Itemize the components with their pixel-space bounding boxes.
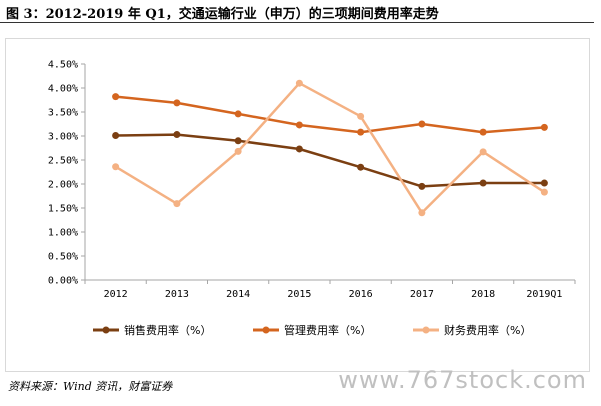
data-point: [540, 123, 548, 131]
legend-label-admin: 管理费用率（%）: [284, 324, 372, 337]
y-tick-label: 0.50%: [48, 252, 78, 263]
data-point: [295, 79, 303, 87]
x-tick-label: 2019Q1: [526, 289, 562, 300]
y-tick-label: 4.50%: [48, 60, 78, 71]
data-point: [540, 188, 548, 196]
data-point: [540, 179, 548, 187]
legend-label-sales: 销售费用率（%）: [124, 324, 212, 337]
y-tick-label: 2.50%: [48, 156, 78, 167]
series-line-1: [114, 95, 546, 134]
y-tick-label: 4.00%: [48, 84, 78, 95]
data-point: [418, 182, 426, 190]
y-tick-label: 1.00%: [48, 228, 78, 239]
legend-item-sales: 销售费用率（%）: [92, 322, 211, 338]
data-point: [357, 128, 365, 136]
title-divider: [0, 22, 594, 23]
data-point: [112, 132, 120, 140]
data-point: [418, 120, 426, 128]
chart-frame: [5, 38, 590, 372]
chart-legend: 销售费用率（%） 管理费用率（%） 财务费用率（%）: [0, 322, 601, 352]
y-tick-label: 3.50%: [48, 108, 78, 119]
data-point: [357, 163, 365, 171]
source-note: 资料来源：Wind 资讯，财富证券: [8, 380, 173, 393]
x-tick-label: 2017: [410, 289, 434, 300]
data-point: [234, 110, 242, 118]
legend-swatch-admin: [253, 326, 279, 334]
data-point: [479, 179, 487, 187]
y-tick-label: 0.00%: [48, 276, 78, 287]
data-point: [112, 163, 120, 171]
data-point: [357, 112, 365, 120]
data-point: [173, 99, 181, 107]
legend-item-finance: 财务费用率（%）: [412, 322, 531, 338]
x-tick-label: 2015: [287, 289, 311, 300]
legend-swatch-sales: [93, 326, 119, 334]
x-tick-label: 2016: [349, 289, 373, 300]
y-tick-label: 2.00%: [48, 180, 78, 191]
data-point: [173, 200, 181, 208]
legend-label-finance: 财务费用率（%）: [444, 324, 532, 337]
data-point: [295, 121, 303, 129]
series-line-0: [114, 133, 546, 188]
x-tick-label: 2014: [226, 289, 250, 300]
data-point: [234, 147, 242, 155]
y-tick-label: 3.00%: [48, 132, 78, 143]
chart-title: 图 3：2012-2019 年 Q1，交通运输行业（申万）的三项期间费用率走势: [6, 7, 439, 22]
data-point: [295, 145, 303, 153]
data-point: [112, 93, 120, 101]
x-tick-label: 2013: [165, 289, 189, 300]
y-tick-label: 1.50%: [48, 204, 78, 215]
data-point: [234, 137, 242, 145]
series-line-2: [114, 81, 546, 215]
watermark: www.767stock.com: [338, 366, 587, 394]
data-point: [479, 128, 487, 136]
x-tick-label: 2018: [471, 289, 495, 300]
legend-swatch-finance: [413, 326, 439, 334]
x-tick-label: 2012: [104, 289, 128, 300]
data-point: [418, 209, 426, 217]
data-point: [479, 148, 487, 156]
data-point: [173, 131, 181, 139]
legend-item-admin: 管理费用率（%）: [252, 322, 371, 338]
